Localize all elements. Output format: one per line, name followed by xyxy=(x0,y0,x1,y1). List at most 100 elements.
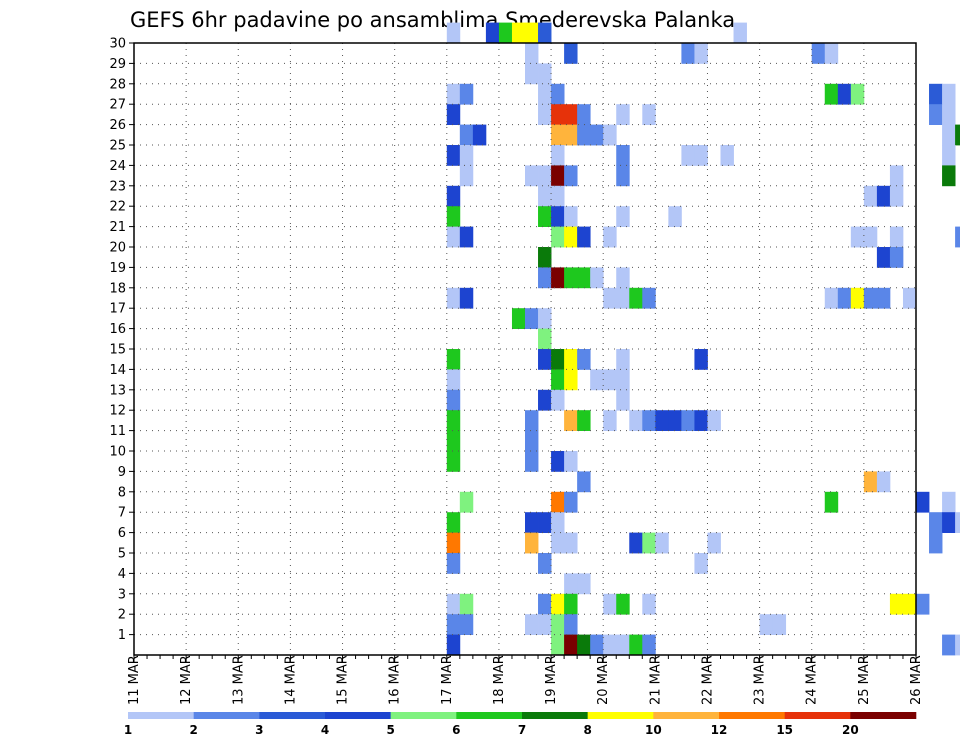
heatmap-cell xyxy=(889,165,904,187)
heatmap-cell xyxy=(902,287,917,309)
heatmap-cell xyxy=(511,308,526,329)
heatmap-cell xyxy=(525,43,539,64)
heatmap-cell xyxy=(538,593,552,615)
heatmap-cell xyxy=(863,287,878,309)
heatmap-cell xyxy=(446,512,461,533)
heatmap-cell xyxy=(824,83,839,105)
heatmap-cell xyxy=(472,124,487,146)
heatmap-cell xyxy=(446,185,461,207)
heatmap-cell xyxy=(446,349,461,370)
heatmap-cell xyxy=(616,104,630,125)
heatmap-cell xyxy=(603,410,617,431)
heatmap-cell xyxy=(759,614,774,635)
heatmap-cell xyxy=(564,614,578,635)
heatmap-cell xyxy=(459,145,474,166)
heatmap-cell xyxy=(498,22,513,44)
heatmap-cell xyxy=(551,83,565,105)
heatmap-cell xyxy=(551,389,565,411)
y-tick-label: 20 xyxy=(109,241,126,256)
heatmap-cell xyxy=(681,410,695,431)
heatmap-cell xyxy=(694,349,708,370)
heatmap-cell xyxy=(616,369,630,391)
colorbar-label: 12 xyxy=(711,723,728,737)
colorbar-swatch xyxy=(850,712,917,719)
heatmap-cell xyxy=(459,83,474,105)
colorbar-label: 20 xyxy=(842,723,859,737)
heatmap-cell xyxy=(564,369,578,391)
heatmap-cell xyxy=(616,593,630,615)
heatmap-cell xyxy=(876,247,891,268)
heatmap-cell xyxy=(590,634,604,656)
heatmap-cell xyxy=(629,532,643,554)
heatmap-cell xyxy=(824,43,839,64)
heatmap-cell xyxy=(446,451,461,472)
colorbar-swatch xyxy=(128,712,194,719)
x-tick-label: 13 MAR xyxy=(231,655,246,705)
colorbar-label: 6 xyxy=(452,723,460,737)
y-tick-label: 12 xyxy=(109,404,126,419)
heatmap-cell xyxy=(511,22,526,44)
heatmap-cell xyxy=(863,226,878,248)
heatmap-cell xyxy=(577,124,591,146)
x-tick-label: 18 MAR xyxy=(492,655,507,705)
heatmap-cell xyxy=(942,83,956,105)
heatmap-cell xyxy=(694,410,708,431)
heatmap-cell xyxy=(668,410,682,431)
heatmap-cell xyxy=(538,247,552,268)
y-tick-label: 30 xyxy=(109,37,126,52)
x-tick-label: 19 MAR xyxy=(544,655,559,705)
heatmap-cell xyxy=(564,226,578,248)
heatmap-cell xyxy=(459,593,474,615)
heatmap-cell xyxy=(942,124,956,146)
y-tick-label: 10 xyxy=(109,445,126,460)
heatmap-cell xyxy=(459,124,474,146)
heatmap-cell xyxy=(681,43,695,64)
heatmap-cell xyxy=(616,267,630,289)
heatmap-cell xyxy=(850,287,865,309)
colorbar-label: 2 xyxy=(189,723,197,737)
y-tick-label: 8 xyxy=(118,485,126,500)
heatmap-cell xyxy=(916,491,930,513)
colorbar-swatch xyxy=(784,712,851,719)
heatmap-cell xyxy=(446,145,461,166)
heatmap-cell xyxy=(942,634,956,656)
heatmap-cell xyxy=(538,83,552,105)
heatmap-cell xyxy=(538,308,552,329)
colorbar-swatch xyxy=(719,712,785,719)
heatmap-cell xyxy=(889,247,904,268)
x-tick-label: 20 MAR xyxy=(596,655,611,705)
colorbar-swatch xyxy=(653,712,720,719)
x-tick-label: 12 MAR xyxy=(179,655,194,705)
colorbar-swatch xyxy=(193,712,260,719)
colorbar-label: 15 xyxy=(776,723,793,737)
heatmap-cell xyxy=(889,226,904,248)
heatmap-cell xyxy=(694,553,708,574)
y-tick-label: 25 xyxy=(109,139,126,154)
heatmap-cell xyxy=(538,553,552,574)
heatmap-cell xyxy=(642,410,656,431)
heatmap-cell xyxy=(603,634,617,656)
heatmap-cell xyxy=(902,593,917,615)
heatmap-cell xyxy=(694,145,708,166)
y-tick-label: 18 xyxy=(109,281,126,296)
heatmap-cell xyxy=(577,226,591,248)
heatmap-cell xyxy=(551,614,565,635)
heatmap-cell xyxy=(590,369,604,391)
heatmap-cell xyxy=(446,553,461,574)
heatmap-cell xyxy=(551,267,565,289)
heatmap-cell xyxy=(577,573,591,595)
heatmap-cell xyxy=(551,349,565,370)
heatmap-cell xyxy=(603,593,617,615)
heatmap-cell xyxy=(551,185,565,207)
heatmap-cell xyxy=(590,267,604,289)
heatmap-cell xyxy=(446,634,461,656)
x-tick-label: 11 MAR xyxy=(127,655,142,705)
heatmap-cell xyxy=(850,226,865,248)
heatmap-cell xyxy=(525,308,539,329)
y-tick-label: 1 xyxy=(118,628,126,643)
heatmap-cell xyxy=(564,349,578,370)
x-tick-label: 25 MAR xyxy=(857,655,872,705)
heatmap-cell xyxy=(538,614,552,635)
heatmap-cell xyxy=(564,165,578,187)
colorbar-label: 3 xyxy=(255,723,263,737)
